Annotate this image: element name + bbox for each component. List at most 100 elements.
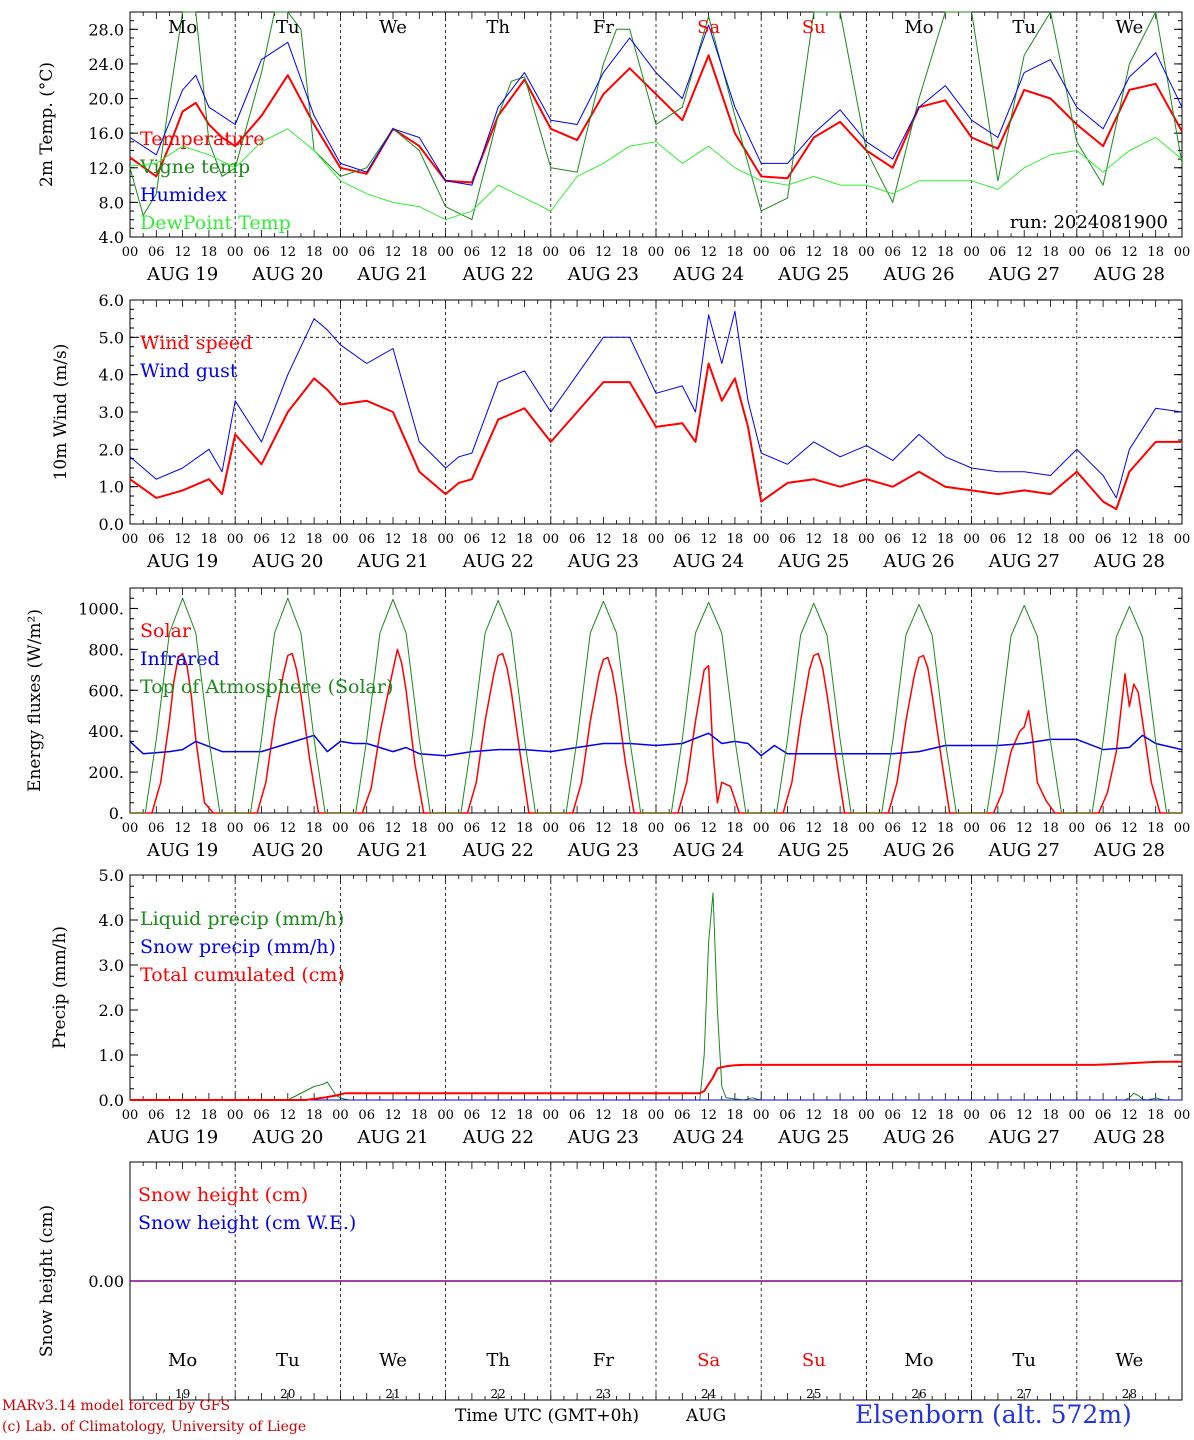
hour-tick-label: 18 xyxy=(411,532,428,547)
weekday-label: Th xyxy=(486,17,510,38)
series-top-of-atmosphere-solar xyxy=(130,597,1182,814)
y-tick-label: 800. xyxy=(88,640,124,659)
y-tick-label: 4.0 xyxy=(99,911,124,930)
hour-tick-label: 00 xyxy=(963,1108,980,1123)
hour-tick-label: 06 xyxy=(779,532,796,547)
hour-tick-label: 06 xyxy=(358,245,375,260)
hour-tick-label: 00 xyxy=(963,532,980,547)
date-label: AUG 22 xyxy=(462,840,534,861)
snow-panel-weekday: Tu xyxy=(1012,1350,1036,1371)
date-label: AUG 25 xyxy=(777,840,849,861)
hour-tick-label: 06 xyxy=(1095,821,1112,836)
hour-tick-label: 00 xyxy=(753,1108,770,1123)
day-number-label: 21 xyxy=(385,1387,400,1401)
legend-entry: Top of Atmosphere (Solar) xyxy=(140,676,393,698)
hour-tick-label: 18 xyxy=(516,1108,533,1123)
hour-tick-label: 06 xyxy=(779,1108,796,1123)
date-label: AUG 26 xyxy=(882,840,954,861)
hour-tick-label: 18 xyxy=(727,1108,744,1123)
hour-tick-label: 00 xyxy=(437,821,454,836)
hour-tick-label: 18 xyxy=(516,245,533,260)
date-label: AUG 20 xyxy=(251,1127,323,1148)
date-label: AUG 25 xyxy=(777,1127,849,1148)
hour-tick-label: 00 xyxy=(1069,821,1086,836)
hour-tick-label: 12 xyxy=(280,821,297,836)
hour-tick-label: 06 xyxy=(1095,532,1112,547)
y-tick-label: 0. xyxy=(109,804,124,823)
y-tick-label: 2.0 xyxy=(99,440,124,459)
hour-tick-label: 12 xyxy=(911,245,928,260)
hour-tick-label: 18 xyxy=(937,245,954,260)
hour-tick-label: 06 xyxy=(148,245,165,260)
series-temperature xyxy=(129,54,1183,184)
hour-tick-label: 12 xyxy=(490,245,507,260)
hour-tick-label: 00 xyxy=(332,245,349,260)
hour-tick-label: 18 xyxy=(411,1108,428,1123)
hour-tick-label: 00 xyxy=(858,245,875,260)
date-label: AUG 27 xyxy=(988,840,1060,861)
station-label: Elsenborn (alt. 572m) xyxy=(855,1400,1132,1429)
hour-tick-label: 18 xyxy=(727,532,744,547)
hour-tick-label: 12 xyxy=(595,1108,612,1123)
day-number-label: 20 xyxy=(280,1387,295,1401)
hour-tick-label: 06 xyxy=(884,1108,901,1123)
hour-tick-label: 12 xyxy=(385,821,402,836)
y-tick-label: 0.0 xyxy=(99,1091,124,1110)
hour-tick-label: 00 xyxy=(648,1108,665,1123)
hour-tick-label: 12 xyxy=(490,532,507,547)
hour-tick-label: 00 xyxy=(437,532,454,547)
hour-tick-label: 12 xyxy=(490,821,507,836)
series-wind-speed xyxy=(129,362,1182,511)
y-tick-label: 24.0 xyxy=(88,55,124,74)
hour-tick-label: 18 xyxy=(1042,1108,1059,1123)
hour-tick-label: 06 xyxy=(253,821,270,836)
hour-tick-label: 06 xyxy=(779,821,796,836)
y-axis-label: Energy fluxes (W/m²) xyxy=(25,609,45,792)
legend-entry: Humidex xyxy=(140,184,227,206)
hour-tick-label: 06 xyxy=(1095,245,1112,260)
hour-tick-label: 06 xyxy=(464,821,481,836)
weekday-label: Su xyxy=(802,17,826,38)
hour-tick-label: 06 xyxy=(464,245,481,260)
hour-tick-label: 00 xyxy=(1174,821,1191,836)
hour-tick-label: 00 xyxy=(543,821,560,836)
hour-tick-label: 12 xyxy=(280,245,297,260)
hour-tick-label: 06 xyxy=(148,532,165,547)
hour-tick-label: 06 xyxy=(569,245,586,260)
hour-tick-label: 18 xyxy=(621,1108,638,1123)
weekday-label: Tu xyxy=(1012,17,1036,38)
hour-tick-label: 00 xyxy=(1069,532,1086,547)
date-label: AUG 19 xyxy=(146,264,218,285)
y-tick-label: 5.0 xyxy=(99,866,124,885)
date-label: AUG 22 xyxy=(462,264,534,285)
panel-frame-2 xyxy=(129,587,1183,814)
hour-tick-label: 00 xyxy=(1174,532,1191,547)
hour-tick-label: 06 xyxy=(990,821,1007,836)
hour-tick-label: 00 xyxy=(858,821,875,836)
hour-tick-label: 12 xyxy=(174,532,191,547)
date-label: AUG 21 xyxy=(356,1127,428,1148)
hour-tick-label: 00 xyxy=(963,245,980,260)
date-label: AUG 26 xyxy=(882,551,954,572)
weekday-label: Tu xyxy=(276,17,300,38)
time-axis-label: Time UTC (GMT+0h) xyxy=(455,1406,640,1426)
date-label: AUG 19 xyxy=(146,840,218,861)
hour-tick-label: 12 xyxy=(911,821,928,836)
hour-tick-label: 06 xyxy=(569,1108,586,1123)
snow-panel-weekday: Su xyxy=(802,1350,826,1371)
hour-tick-label: 18 xyxy=(201,821,218,836)
hour-tick-label: 06 xyxy=(253,1108,270,1123)
date-label: AUG 23 xyxy=(567,264,639,285)
y-tick-label: 400. xyxy=(88,722,124,741)
hour-tick-label: 18 xyxy=(937,1108,954,1123)
hour-tick-label: 12 xyxy=(700,1108,717,1123)
y-tick-label: 5.0 xyxy=(99,328,124,347)
hour-tick-label: 00 xyxy=(648,245,665,260)
hour-tick-label: 00 xyxy=(332,1108,349,1123)
y-axis-label: 2m Temp. (°C) xyxy=(37,62,57,187)
hour-tick-label: 18 xyxy=(306,245,323,260)
hour-tick-label: 06 xyxy=(990,245,1007,260)
y-axis-label: Precip (mm/h) xyxy=(50,926,70,1049)
hour-tick-label: 00 xyxy=(648,532,665,547)
